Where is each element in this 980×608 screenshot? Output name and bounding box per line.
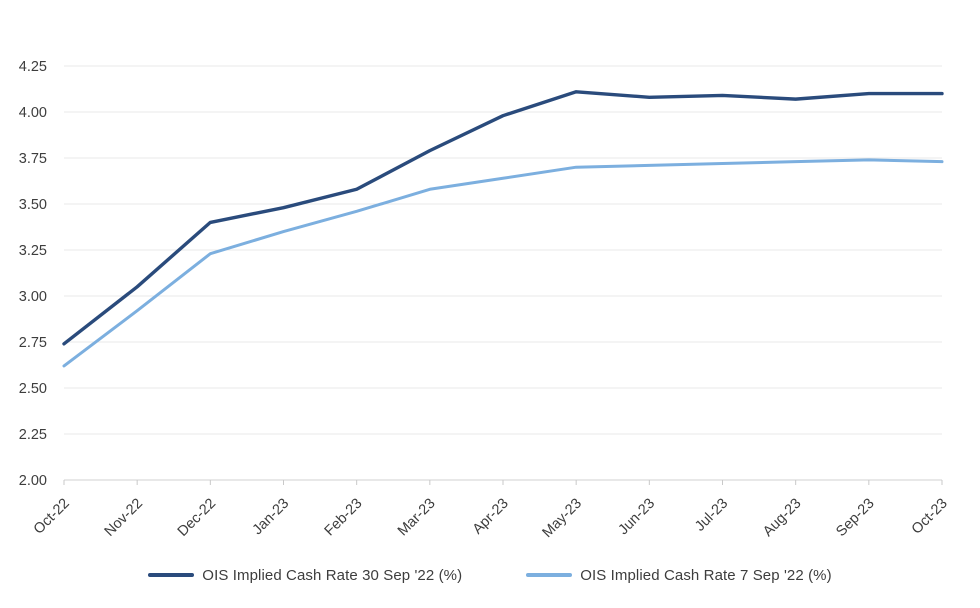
line-chart-plot-area: 2.00 2.25 2.50 2.75 3.00 3.25 3.50 3.75 4.00 4.25… (19, 59, 951, 542)
series-line (62, 158, 944, 368)
x-axis-tick-label: Jan-23 (250, 496, 293, 539)
x-axis-tick-label: Jul-23 (692, 496, 731, 535)
x-axis-tick-label: Aug-23 (760, 496, 804, 540)
y-axis-tick-label: 4.25 (19, 59, 47, 75)
y-axis-tick-label: 2.00 (19, 473, 47, 489)
y-axis-tick-label: 2.25 (19, 427, 47, 443)
legend-label: OIS Implied Cash Rate 7 Sep '22 (%) (580, 566, 832, 584)
x-axis-tick-label: Nov-22 (102, 496, 146, 540)
y-axis-tick-label: 3.00 (19, 289, 47, 305)
x-axis-tick-label: May-23 (539, 496, 585, 542)
x-axis-tick-label: Jun-23 (615, 496, 658, 539)
legend-label: OIS Implied Cash Rate 30 Sep '22 (%) (202, 566, 463, 584)
chart-legend: OIS Implied Cash Rate 30 Sep '22 (%) OIS… (0, 562, 980, 588)
x-axis-tick-label: Oct-23 (909, 496, 951, 538)
x-axis-tick-label: Feb-23 (322, 496, 366, 540)
x-axis-tick-label: Apr-23 (470, 496, 512, 538)
legend-line-swatch-light-blue (526, 573, 573, 577)
series-line (62, 90, 944, 346)
x-axis-tick-label: Dec-22 (175, 496, 219, 540)
y-axis-tick-label: 3.25 (19, 243, 47, 259)
y-axis-tick-label: 3.50 (19, 197, 47, 213)
y-axis-tick-label: 4.00 (19, 105, 47, 121)
x-axis-tick-label: Mar-23 (395, 496, 439, 540)
legend-item-30-sep: OIS Implied Cash Rate 30 Sep '22 (%) (148, 567, 462, 584)
legend-line-swatch-dark-blue (148, 573, 195, 577)
y-axis-tick-label: 2.50 (19, 381, 47, 397)
legend-item-7-sep: OIS Implied Cash Rate 7 Sep '22 (%) (526, 566, 832, 584)
y-axis-tick-label: 2.75 (19, 335, 47, 351)
y-axis-tick-label: 3.75 (19, 151, 47, 167)
x-axis-tick-label: Sep-23 (833, 496, 877, 540)
x-axis-tick-label: Oct-22 (31, 496, 73, 538)
